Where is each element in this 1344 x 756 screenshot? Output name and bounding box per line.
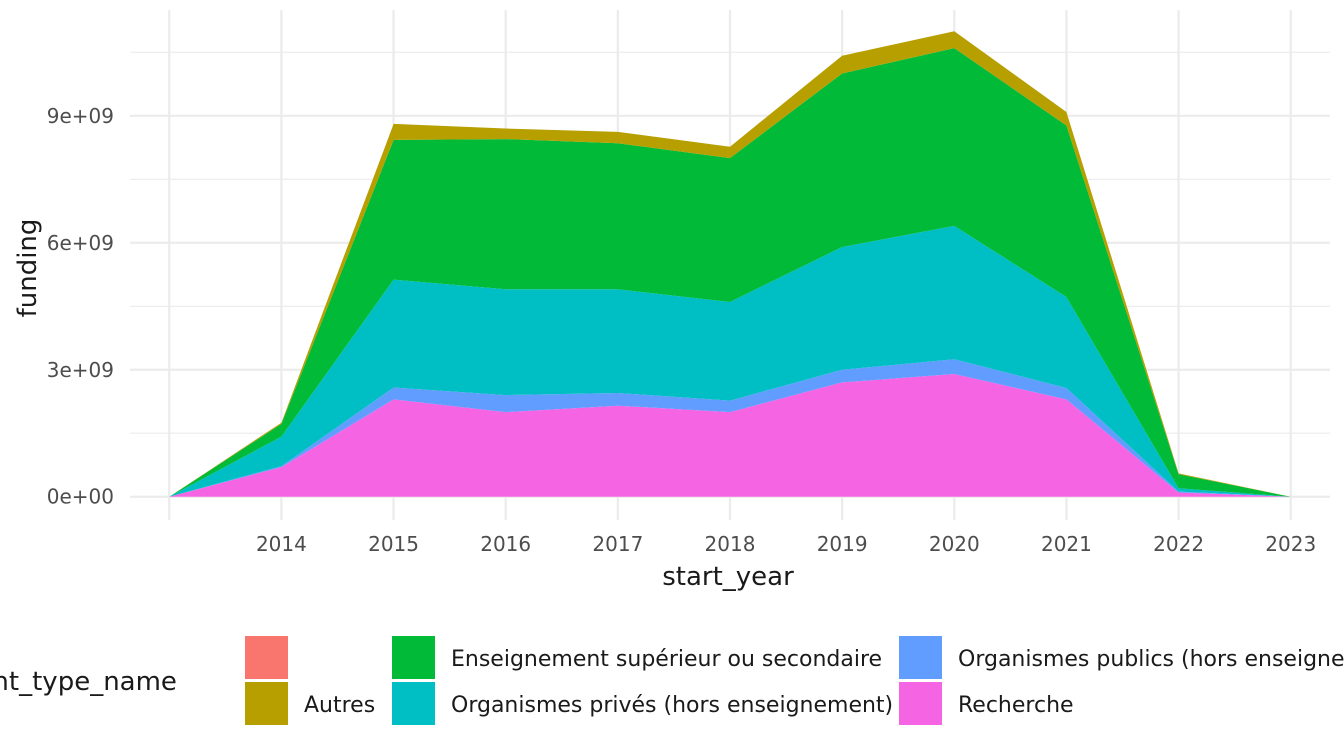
legend-label: Organismes privés (hors enseignement) xyxy=(451,693,893,718)
x-tick-label: 2019 xyxy=(817,532,868,556)
area-series xyxy=(169,31,1291,497)
legend-title: pant_type_name xyxy=(0,667,177,697)
y-tick-label: 3e+09 xyxy=(47,358,114,382)
legend-key xyxy=(899,636,942,679)
legend-label: Autres xyxy=(304,693,375,718)
x-axis-title: start_year xyxy=(662,562,794,592)
x-tick-label: 2016 xyxy=(480,532,531,556)
x-tick-label: 2017 xyxy=(592,532,643,556)
y-tick-label: 9e+09 xyxy=(47,104,114,128)
area-enseignement-sup-rieur-ou-secondaire xyxy=(169,48,1291,497)
legend: Autres Enseignement supérieur ou secondai… xyxy=(245,636,1344,725)
legend-label: Recherche xyxy=(958,693,1074,718)
x-tick-label: 2018 xyxy=(705,532,756,556)
x-tick-label: 2022 xyxy=(1153,532,1204,556)
area-recherche xyxy=(169,374,1291,497)
legend-label: Enseignement supérieur ou secondaire xyxy=(451,647,882,672)
x-tick-label: 2020 xyxy=(929,532,980,556)
y-axis-title: funding xyxy=(13,219,43,318)
legend-label: Organismes publics (hors enseignement) xyxy=(958,647,1344,672)
x-tick-label: 2023 xyxy=(1265,532,1316,556)
legend-key xyxy=(245,682,288,725)
y-axis-ticks: 0e+00 3e+09 6e+09 9e+09 xyxy=(47,104,114,509)
y-tick-label: 6e+09 xyxy=(47,231,114,255)
y-tick-label: 0e+00 xyxy=(47,485,114,509)
x-tick-label: 2021 xyxy=(1041,532,1092,556)
legend-key xyxy=(245,636,288,679)
area-organismes-publics-hors-enseignement xyxy=(169,359,1291,497)
area-organismes-priv-s-hors-enseignement xyxy=(169,225,1291,497)
legend-key xyxy=(899,682,942,725)
x-tick-label: 2014 xyxy=(256,532,307,556)
x-axis-ticks: 2014 2015 2016 2017 2018 2019 2020 2021 2022 2023 xyxy=(256,532,1316,556)
legend-key xyxy=(392,682,435,725)
legend-key xyxy=(392,636,435,679)
x-tick-label: 2015 xyxy=(368,532,419,556)
